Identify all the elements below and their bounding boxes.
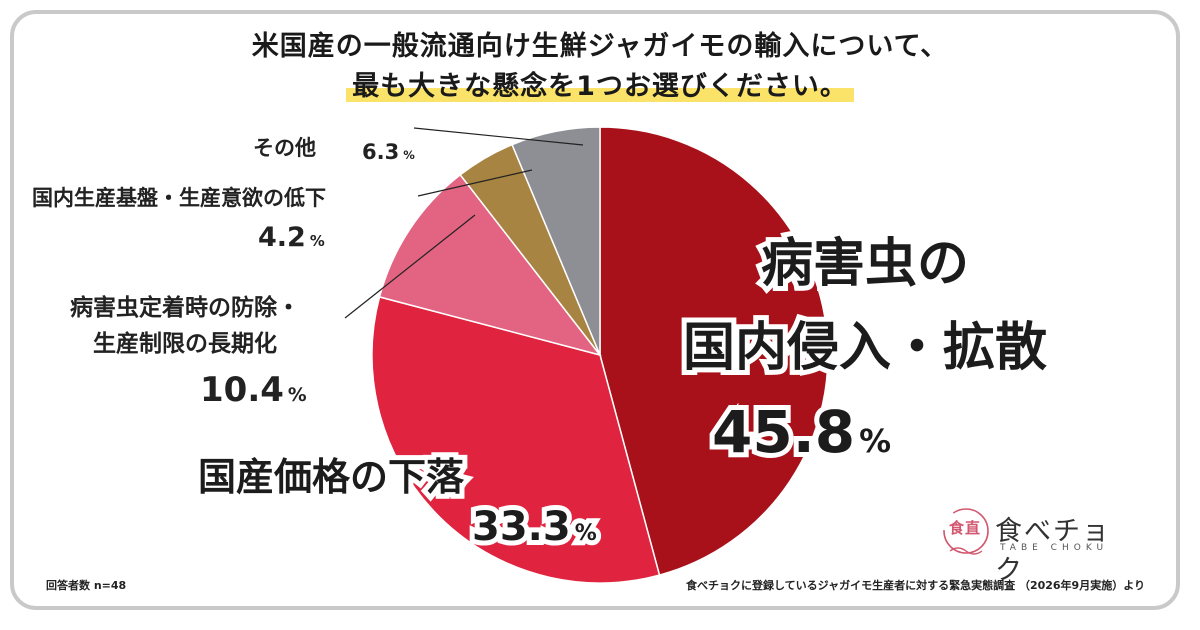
label-pest-control-line2: 生産制限の長期化: [93, 331, 277, 357]
label-pest-control-line1: 病害虫定着時の防除・: [70, 295, 300, 321]
logo-mark-text: 食直: [949, 519, 982, 537]
label-price-drop: 国産価格の下落: [193, 450, 469, 504]
label-pest-invasion: 病害虫の 国内侵入・拡散: [645, 222, 1085, 390]
value-other: 6.3%: [362, 140, 415, 164]
logo-mark-icon: [943, 508, 989, 555]
label-production-base: 国内生産基盤・生産意欲の低下: [32, 186, 326, 210]
label-pest-control: 病害虫定着時の防除・ 生産制限の長期化: [30, 290, 340, 362]
logo-subtext: TABE CHOKU: [1000, 543, 1109, 553]
value-pest-invasion: 45.8%: [707, 393, 896, 471]
value-production-base: 4.2%: [258, 222, 325, 253]
value-pest-control: 10.4%: [200, 370, 307, 410]
value-price-drop: 33.3%: [467, 499, 602, 555]
leader-line-base: [417, 169, 533, 197]
label-pest-invasion-line1: 病害虫の: [756, 229, 974, 299]
tabechoku-logo: 食直 食べチョク TABE CHOKU: [940, 505, 1130, 586]
slice-pest-invasion: [599, 126, 829, 577]
chart-title-line1: 米国産の一般流通向け生鮮ジャガイモの輸入について、: [251, 31, 949, 62]
logo-name: 食べチョク: [995, 516, 1111, 586]
source-note: 食べチョクに登録しているジャガイモ生産者に対する緊急実態調査 （2026年9月実…: [686, 579, 1145, 592]
respondents-count: 回答者数 n=48: [46, 579, 127, 592]
label-pest-invasion-line2: 国内侵入・拡散: [678, 313, 1052, 383]
slice-price-drop: [371, 295, 661, 584]
label-other: その他: [253, 136, 316, 160]
chart-title-line2: 最も大きな懸念を1つお選びください。: [0, 64, 1200, 103]
leader-line-pest-control: [344, 214, 476, 319]
slice-other: [511, 126, 601, 356]
leader-line-other: [413, 127, 584, 146]
